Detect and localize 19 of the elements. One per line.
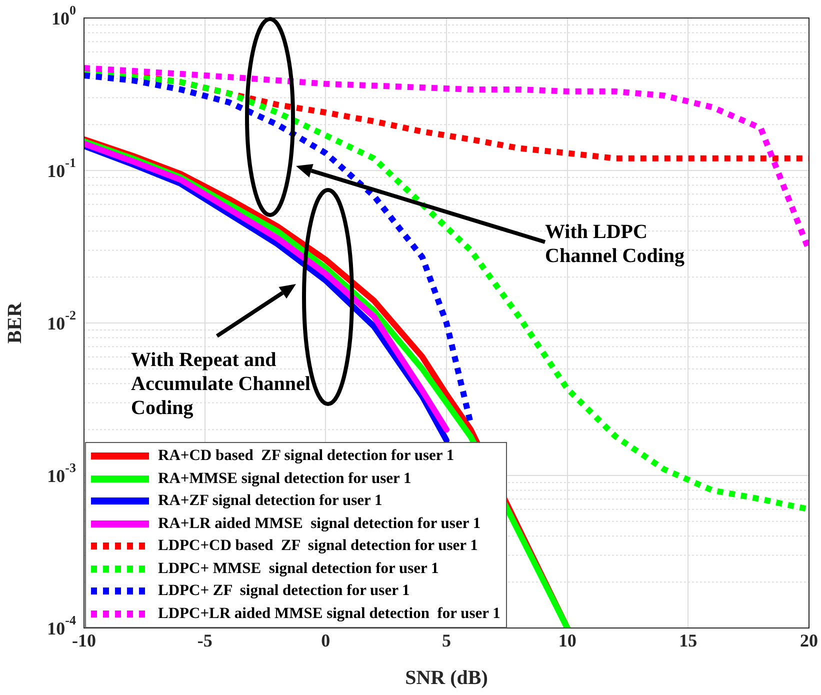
legend-label: LDPC+LR aided MMSE signal detection for user 1 (158, 604, 500, 624)
annotation: With LDPC Channel Coding (545, 220, 686, 268)
annotation: With Repeat and Accumulate Channel Coding (131, 348, 312, 420)
x-tick-label: 5 (442, 630, 451, 650)
legend-label: RA+MMSE signal detection for user 1 (158, 468, 412, 488)
legend-label: LDPC+ ZF signal detection for user 1 (158, 581, 410, 601)
legend-label: LDPC+ MMSE signal detection for user 1 (158, 558, 439, 578)
x-axis-title: SNR (dB) (405, 667, 488, 690)
legend-label: LDPC+CD based ZF signal detection for user 1 (158, 536, 478, 556)
x-tick-label: -5 (197, 630, 212, 650)
x-tick-label: 0 (321, 630, 330, 650)
legend-label: RA+LR aided MMSE signal detection for user 1 (158, 514, 481, 534)
y-axis-title: BER (4, 302, 26, 344)
x-tick-label: 20 (800, 630, 818, 650)
x-tick-label: 10 (558, 630, 576, 650)
legend-label: RA+CD based ZF signal detection for user 1 (158, 446, 454, 466)
x-tick-label: -10 (72, 630, 96, 650)
legend-label: RA+ZF signal detection for user 1 (158, 491, 382, 511)
x-tick-label: 15 (679, 630, 698, 650)
